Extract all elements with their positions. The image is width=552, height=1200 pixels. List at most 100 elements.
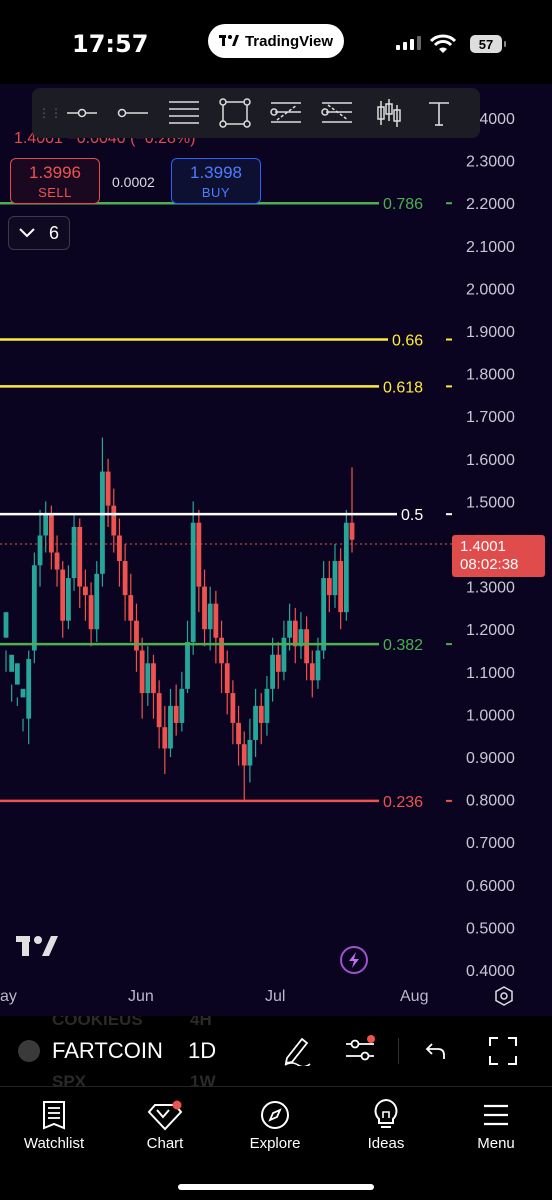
wifi-icon bbox=[430, 34, 456, 53]
short-position-tool-icon[interactable] bbox=[311, 88, 362, 138]
candle-body bbox=[88, 595, 94, 630]
y-tick-label: 2.1000 bbox=[466, 239, 515, 256]
x-tick-may: ay bbox=[0, 988, 17, 1005]
horizontal-ray-tool-icon[interactable] bbox=[56, 88, 107, 138]
y-tick-label: 2.3000 bbox=[466, 154, 515, 171]
candle-body bbox=[37, 535, 43, 566]
fullscreen-icon[interactable] bbox=[488, 1036, 518, 1066]
candle-body bbox=[94, 573, 100, 630]
tab-menu[interactable]: Menu bbox=[446, 1097, 546, 1152]
candle-body bbox=[241, 744, 247, 766]
candle-body bbox=[122, 561, 128, 596]
chart-settings-icon[interactable] bbox=[494, 986, 514, 1006]
long-position-tool-icon[interactable] bbox=[260, 88, 311, 138]
status-bar: 17:57 TradingView 57 bbox=[0, 0, 552, 84]
indicators-count: 6 bbox=[48, 222, 59, 243]
y-tick-label: 1.7000 bbox=[466, 409, 515, 426]
candle-body bbox=[128, 595, 134, 621]
y-tick-label: 1.5000 bbox=[466, 494, 515, 511]
text-tool-icon[interactable] bbox=[413, 88, 464, 138]
lightning-icon[interactable] bbox=[340, 946, 368, 974]
x-tick-jun: Jun bbox=[128, 988, 154, 1005]
pencil-drawing-icon[interactable] bbox=[282, 1034, 312, 1066]
tab-ideas[interactable]: Ideas bbox=[336, 1097, 436, 1152]
candle-body bbox=[156, 693, 162, 728]
candle-body bbox=[77, 526, 83, 587]
candle-body bbox=[9, 654, 15, 672]
fib-retracement-tool-icon[interactable] bbox=[158, 88, 209, 138]
drawing-toolbar: ⋮⋮ bbox=[32, 88, 480, 138]
fib-level-label: 0.236 bbox=[383, 794, 423, 811]
y-tick-label: 1.1000 bbox=[466, 665, 515, 682]
candle-body bbox=[298, 629, 304, 647]
y-tick-label: 1.9000 bbox=[466, 324, 515, 341]
candle-body bbox=[207, 603, 213, 630]
candle-body bbox=[315, 650, 321, 681]
candle-body bbox=[247, 739, 253, 766]
candle-body bbox=[71, 526, 77, 579]
candle-body bbox=[31, 565, 37, 651]
buy-button[interactable]: 1.3998 BUY bbox=[171, 158, 261, 204]
candle-body bbox=[111, 505, 117, 536]
battery-icon: 57 bbox=[470, 35, 506, 53]
y-tick-label: 0.9000 bbox=[466, 750, 515, 767]
fib-level-label: 0.66 bbox=[392, 333, 423, 350]
watchlist-icon bbox=[43, 1101, 65, 1130]
candle-body bbox=[145, 663, 151, 694]
indicators-settings-icon[interactable] bbox=[344, 1034, 376, 1066]
chart-icon bbox=[147, 1100, 183, 1131]
sell-label: SELL bbox=[38, 185, 72, 200]
candle-body bbox=[343, 522, 349, 613]
chart-area[interactable]: 2.4000 2.3000 2.2000 2.1000 2.0000 1.9000 1.80… bbox=[0, 84, 552, 1016]
candle-body bbox=[338, 561, 344, 613]
status-time: 17:57 bbox=[72, 30, 149, 58]
candle-body bbox=[219, 637, 224, 664]
sell-button[interactable]: 1.3996 SELL bbox=[10, 158, 100, 204]
ghost-symbol-top: COOKIEUS bbox=[52, 1016, 143, 1029]
candle-body bbox=[105, 471, 111, 506]
candle-body bbox=[43, 514, 49, 536]
candles-tool-icon[interactable] bbox=[362, 88, 413, 138]
candle-body bbox=[162, 727, 168, 749]
y-tick-label: 2.2000 bbox=[466, 196, 515, 213]
candle-body bbox=[196, 522, 202, 587]
candle-body bbox=[253, 705, 258, 740]
candle-body bbox=[264, 688, 270, 723]
candle-body bbox=[332, 561, 338, 596]
candle-body bbox=[100, 471, 105, 574]
candle-body bbox=[258, 705, 264, 723]
menu-icon bbox=[484, 1104, 508, 1126]
tab-explore[interactable]: Explore bbox=[225, 1097, 325, 1152]
candle-body bbox=[230, 693, 236, 723]
candle-body bbox=[14, 663, 20, 685]
candle-body bbox=[287, 620, 293, 638]
candle-body bbox=[179, 688, 185, 723]
rectangle-tool-icon[interactable] bbox=[209, 88, 260, 138]
candle-body bbox=[134, 620, 139, 651]
candle-body bbox=[65, 578, 71, 621]
y-tick-label: 1.8000 bbox=[466, 367, 515, 384]
symbol-name[interactable]: FARTCOIN bbox=[52, 1038, 163, 1063]
current-price-label: 1.4001 08:02:38 bbox=[452, 535, 545, 577]
candle-body bbox=[270, 654, 275, 689]
candle-body bbox=[151, 663, 156, 694]
indicators-toggle-button[interactable]: 6 bbox=[8, 216, 70, 250]
ray-tool-icon[interactable] bbox=[107, 88, 158, 138]
candle-body bbox=[48, 514, 54, 553]
tradingview-pill[interactable]: TradingView bbox=[208, 24, 344, 58]
tab-menu-label: Menu bbox=[477, 1135, 515, 1152]
y-tick-label: 0.6000 bbox=[466, 878, 515, 895]
drag-handle-icon[interactable]: ⋮⋮ bbox=[38, 106, 62, 120]
candle-body bbox=[236, 722, 241, 745]
fib-level-label: 0.786 bbox=[383, 196, 423, 213]
tab-watchlist[interactable]: Watchlist bbox=[4, 1097, 104, 1152]
interval-selector[interactable]: 1D bbox=[188, 1038, 217, 1063]
ghost-interval-top: 4H bbox=[190, 1016, 212, 1029]
undo-icon[interactable] bbox=[424, 1040, 448, 1062]
tab-chart[interactable]: Chart bbox=[115, 1097, 215, 1152]
x-tick-aug: Aug bbox=[400, 988, 429, 1005]
app-pill-label: TradingView bbox=[244, 32, 334, 50]
tab-ideas-label: Ideas bbox=[367, 1135, 405, 1152]
candle-body bbox=[139, 650, 145, 694]
candle-body bbox=[349, 522, 355, 540]
